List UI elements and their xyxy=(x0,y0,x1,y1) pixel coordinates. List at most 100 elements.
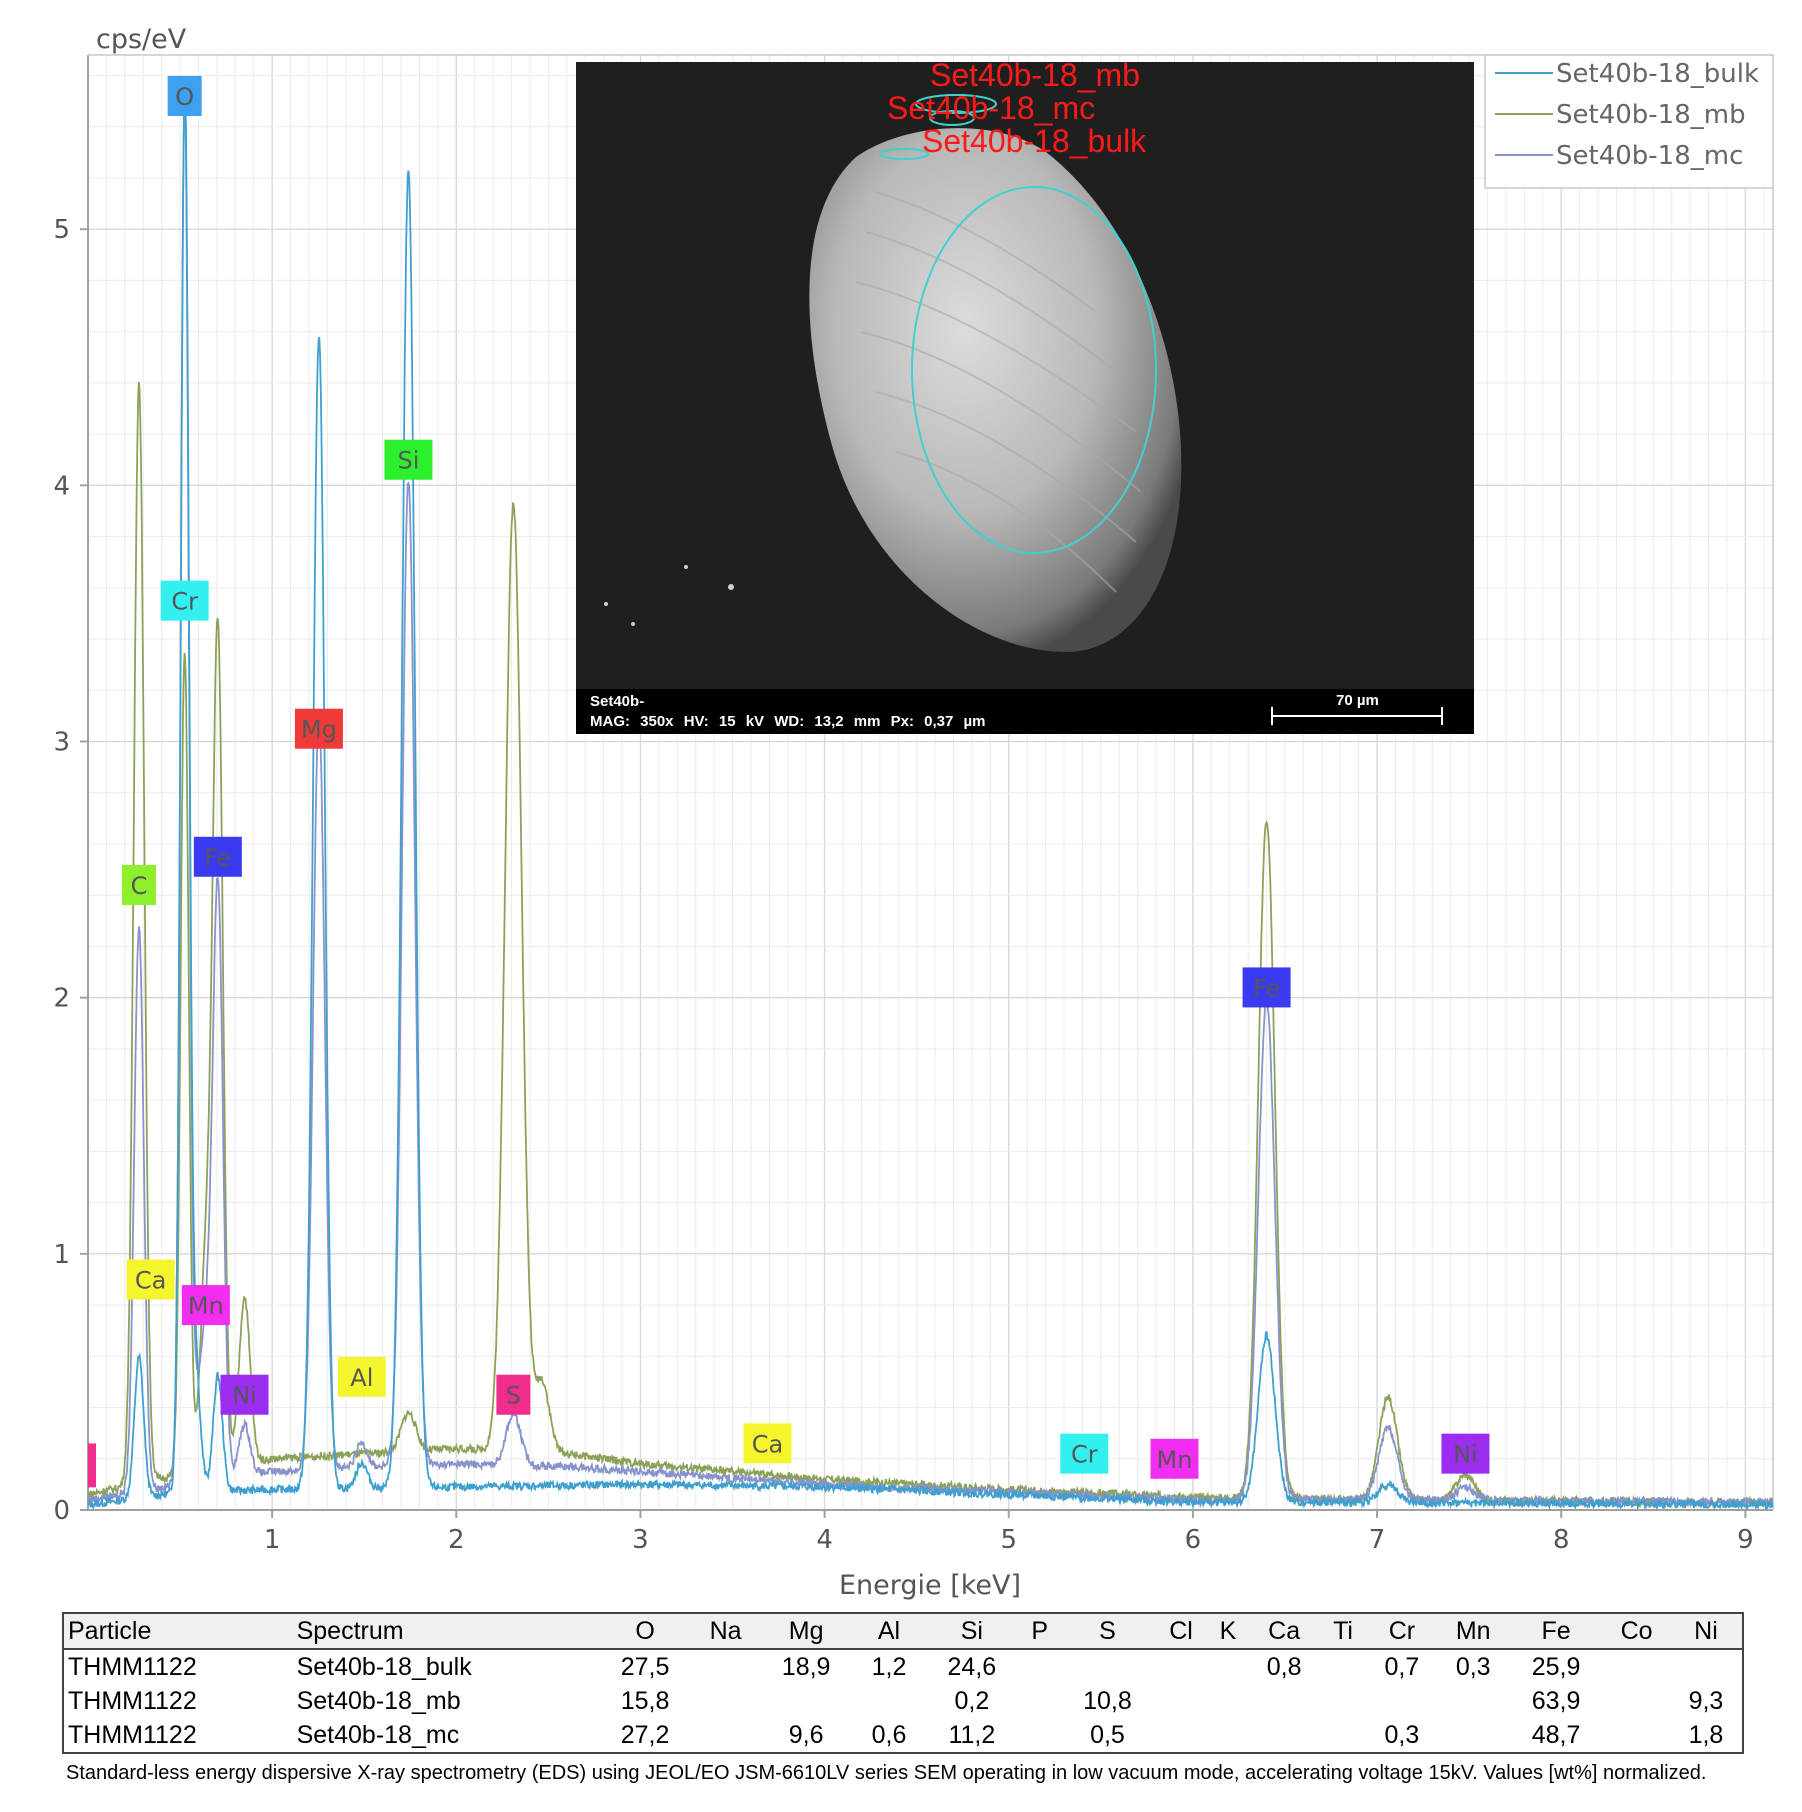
table-cell: 18,9 xyxy=(781,1652,831,1681)
x-tick-label: 2 xyxy=(448,1525,465,1555)
table-cell: 0,8 xyxy=(1266,1652,1302,1681)
element-label-text: S xyxy=(506,1382,521,1410)
table-cell xyxy=(1155,1718,1208,1753)
table-cell: THMM1122 xyxy=(68,1686,197,1715)
sem-debris xyxy=(728,584,734,590)
table-cell xyxy=(759,1684,853,1718)
element-label-box xyxy=(1150,1438,1199,1479)
element-label-box xyxy=(167,75,202,116)
table-row: THMM1122 Set40b-18_mc 27,2 9,6 0,6 11,2 0,5 0,3… xyxy=(63,1718,1743,1753)
element-labels: O Si Cr Mg Fe C Fe Ca Mn Ni Al S Ca Cr Mn Ni xyxy=(88,75,1490,1488)
table-cell xyxy=(1320,1684,1367,1718)
table-cell: 24,6 xyxy=(947,1652,997,1681)
legend: Set40b-18_bulk Set40b-18_mb Set40b-18_mc xyxy=(1484,54,1774,189)
element-label-box xyxy=(337,1356,386,1397)
table-cell xyxy=(1019,1718,1060,1753)
element-label-Fe: Fe xyxy=(1242,967,1291,1008)
element-label-Cr: Cr xyxy=(160,580,209,621)
element-label-Mn: Mn xyxy=(1150,1438,1199,1479)
table-cell: 25,9 xyxy=(1531,1652,1581,1681)
element-label-box xyxy=(384,439,433,480)
table-header-cell: Spectrum xyxy=(296,1616,404,1645)
table-cell: 15,8 xyxy=(620,1686,670,1715)
table-cell: Set40b-18_bulk xyxy=(296,1652,472,1681)
sem-region-label-mb: Set40b-18_mb xyxy=(930,62,1140,93)
element-label-box xyxy=(181,1285,230,1326)
x-tick-label: 4 xyxy=(816,1525,833,1555)
x-tick-label: 3 xyxy=(632,1525,649,1555)
table-cell xyxy=(1155,1649,1208,1684)
element-label-text: Mn xyxy=(1157,1446,1193,1474)
legend-entry: Set40b-18_mb xyxy=(1556,100,1746,130)
table-header-cell: Cr xyxy=(1388,1616,1416,1645)
x-tick-label: 5 xyxy=(1000,1525,1017,1555)
table-cell: 10,8 xyxy=(1083,1686,1132,1715)
element-label-S: S xyxy=(496,1374,531,1415)
legend-entry: Set40b-18_mc xyxy=(1556,141,1743,171)
table-caption: Standard-less energy dispersive X-ray sp… xyxy=(66,1762,1707,1784)
x-tick-label: 9 xyxy=(1737,1525,1754,1555)
element-label-text: Al xyxy=(350,1364,373,1392)
y-tick-label: 0 xyxy=(53,1496,70,1526)
sem-region-label-bulk: Set40b-18_bulk xyxy=(922,123,1147,159)
element-label-box xyxy=(160,580,209,621)
legend-box xyxy=(1484,54,1774,189)
sem-region-bulk xyxy=(911,186,1157,554)
eds-spectrum-chart: 1 2 3 4 5 6 7 8 9 0 1 2 3 4 5 cps/eV Energie [keV] O Si… xyxy=(53,24,1774,1600)
y-tick-label: 1 xyxy=(53,1240,70,1270)
table-body: THMM1122 Set40b-18_bulk 27,5 18,9 1,2 24,6 0,8… xyxy=(63,1649,1743,1753)
table-cell: 27,5 xyxy=(620,1652,670,1681)
table-cell: 11,2 xyxy=(948,1720,996,1749)
element-label-Ca: Ca xyxy=(126,1259,175,1300)
table-cell xyxy=(1438,1718,1509,1753)
table-cell: 1,2 xyxy=(871,1652,907,1681)
sem-info-bar: Set40b- MAG: 350x HV: 15 kV WD: 13,2 mm … xyxy=(576,689,1474,734)
table-cell xyxy=(1207,1684,1248,1718)
element-label-box xyxy=(126,1259,175,1300)
table-cell xyxy=(1060,1649,1154,1684)
table-header-cell: Si xyxy=(960,1616,983,1645)
table-cell xyxy=(1207,1649,1248,1684)
sem-debris xyxy=(631,622,635,626)
element-label-text: Mg xyxy=(301,716,337,744)
x-tick-label: 6 xyxy=(1185,1525,1202,1555)
element-label-box xyxy=(1060,1433,1109,1474)
element-label-Mg: Mg xyxy=(294,708,343,749)
table-cell: 0,5 xyxy=(1090,1720,1125,1749)
element-label-box xyxy=(122,864,157,905)
table-cell xyxy=(1670,1649,1743,1684)
table-cell xyxy=(692,1684,759,1718)
table-cell: 63,9 xyxy=(1531,1686,1581,1715)
element-label-O: O xyxy=(167,75,202,116)
table-cell xyxy=(1603,1649,1670,1684)
element-label-text: Ni xyxy=(232,1382,257,1410)
table-header-cell: Particle xyxy=(68,1616,152,1645)
element-label-box xyxy=(220,1374,269,1415)
element-label-text: Cr xyxy=(171,588,198,616)
element-label-Si: Si xyxy=(384,439,433,480)
table-cell: Set40b-18_mb xyxy=(296,1686,461,1715)
table-cell: 48,7 xyxy=(1531,1720,1581,1749)
table-row: THMM1122 Set40b-18_bulk 27,5 18,9 1,2 24,6 0,8… xyxy=(63,1649,1743,1684)
sem-region-mb xyxy=(915,94,997,114)
element-label-box xyxy=(294,708,343,749)
table-cell xyxy=(1603,1718,1670,1753)
table-cell xyxy=(1366,1684,1437,1718)
table-cell xyxy=(1019,1649,1060,1684)
table-header-cell: Mn xyxy=(1455,1616,1491,1645)
table-header-cell: P xyxy=(1031,1616,1048,1645)
element-label-text: Si xyxy=(397,447,419,475)
series-line-Set40b-18_bulk xyxy=(87,80,1774,1512)
sem-particle-texture xyxy=(855,191,1142,593)
table-header-cell: Fe xyxy=(1541,1616,1571,1645)
element-label-Ni: Ni xyxy=(220,1374,269,1415)
table-header-cell: Al xyxy=(877,1616,901,1645)
y-tick-label: 3 xyxy=(53,728,70,758)
table-cell: 0,3 xyxy=(1455,1652,1491,1681)
sem-region-mc xyxy=(929,110,975,126)
element-label-Ca: Ca xyxy=(743,1423,792,1464)
table-cell: THMM1122 xyxy=(68,1720,197,1749)
table-header-cell: K xyxy=(1219,1616,1237,1645)
element-label-text: Ca xyxy=(752,1430,783,1458)
table-cell xyxy=(1207,1718,1248,1753)
